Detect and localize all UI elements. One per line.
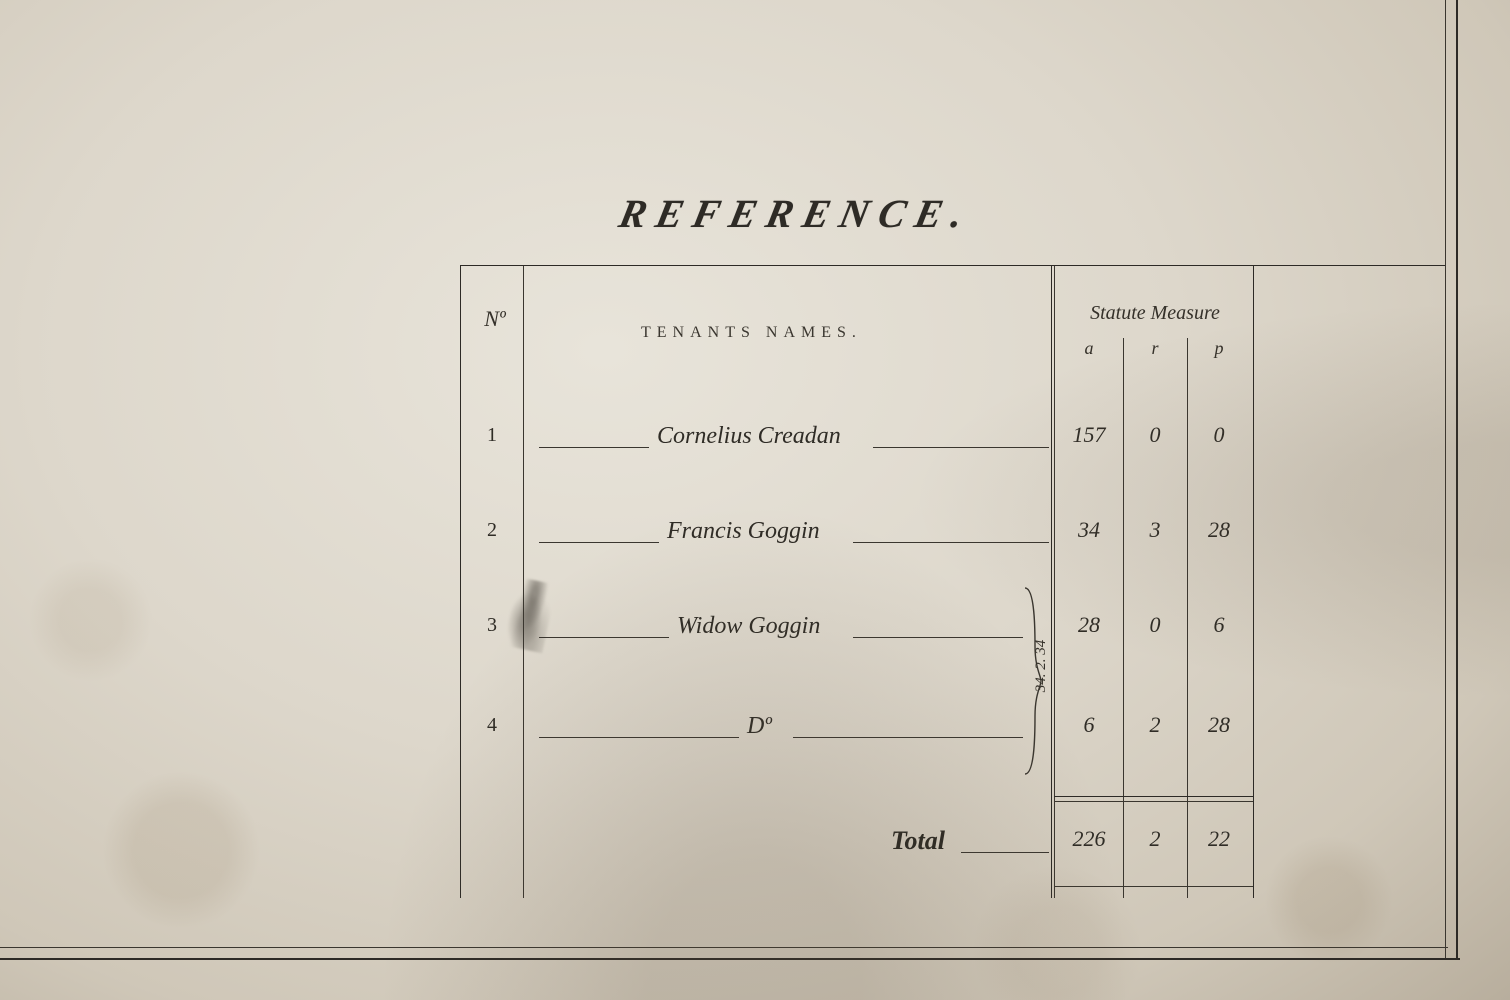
header-statute-measure: Statute Measure <box>1061 302 1249 325</box>
total-rule-top-heavy <box>1054 796 1253 797</box>
table-row: 2 Francis Goggin 34 3 28 <box>461 491 1253 581</box>
header-unit-roods: r <box>1125 338 1185 359</box>
name-rule-left <box>539 447 649 448</box>
cell-roods: 0 <box>1125 422 1185 448</box>
cell-name-wrap: Cornelius Creadan <box>539 422 1039 450</box>
cell-number: 4 <box>461 714 523 737</box>
table-row: 1 Cornelius Creadan 157 0 0 <box>461 396 1253 486</box>
cell-name-wrap: Widow Goggin <box>539 612 1039 640</box>
name-rule-left <box>539 637 669 638</box>
header-unit-perches: p <box>1189 338 1249 359</box>
page-border-bottom-light <box>0 947 1448 948</box>
reference-table: Nº TENANTS NAMES. Statute Measure a r p … <box>460 265 1445 898</box>
cell-roods: 0 <box>1125 612 1185 638</box>
cell-number: 1 <box>461 424 523 447</box>
cell-acres: 28 <box>1059 612 1119 638</box>
header-tenants-text: TENANTS NAMES <box>641 324 852 341</box>
cell-number: 2 <box>461 519 523 542</box>
grouping-brace-note: 34. 2. 34 <box>1033 596 1050 736</box>
total-acres: 226 <box>1059 826 1119 852</box>
total-rule-top-light <box>1054 801 1253 802</box>
title-text: REFERENCE <box>615 191 957 236</box>
total-rule-bottom <box>1054 886 1253 887</box>
cell-perches: 28 <box>1189 517 1249 543</box>
header-tenants-names: TENANTS NAMES. <box>641 324 856 342</box>
cell-acres: 6 <box>1059 712 1119 738</box>
cell-number: 3 <box>461 614 523 637</box>
total-label-rule <box>961 852 1049 853</box>
cell-tenant-name: Francis Goggin <box>667 518 820 545</box>
name-rule-left <box>539 542 659 543</box>
name-rule-right <box>873 447 1049 448</box>
name-rule-left <box>539 737 739 738</box>
cell-roods: 3 <box>1125 517 1185 543</box>
total-perches: 22 <box>1189 826 1249 852</box>
document-paper: REFERENCE. Nº TENANTS NAMES. Statute Mea… <box>0 0 1510 1000</box>
cell-roods: 2 <box>1125 712 1185 738</box>
table-row: 3 Widow Goggin 28 0 6 <box>461 586 1253 676</box>
cell-name-wrap: Dº <box>539 712 1039 740</box>
cell-acres: 157 <box>1059 422 1119 448</box>
col-divider-p-end <box>1253 266 1254 898</box>
page-border-right-heavy <box>1456 0 1458 960</box>
cell-tenant-name: Cornelius Creadan <box>657 423 841 450</box>
col-divider-measure-inner <box>1054 266 1055 898</box>
cell-perches: 6 <box>1189 612 1249 638</box>
name-rule-right <box>853 637 1023 638</box>
col-divider-measure-outer <box>1051 266 1052 898</box>
cell-acres: 34 <box>1059 517 1119 543</box>
header-unit-acres: a <box>1059 338 1119 359</box>
title-reference: REFERENCE. <box>615 190 967 237</box>
total-label: Total <box>891 826 945 856</box>
page-border-right-light <box>1445 0 1446 960</box>
name-rule-right <box>793 737 1023 738</box>
total-roods: 2 <box>1125 826 1185 852</box>
page-border-bottom-heavy <box>0 958 1460 960</box>
cell-perches: 28 <box>1189 712 1249 738</box>
name-rule-right <box>853 542 1049 543</box>
col-divider-no <box>523 266 524 898</box>
cell-tenant-name: Widow Goggin <box>677 613 820 640</box>
cell-perches: 0 <box>1189 422 1249 448</box>
table-row: 4 Dº 6 2 28 <box>461 686 1253 776</box>
cell-tenant-name: Dº <box>747 713 772 740</box>
cell-name-wrap: Francis Goggin <box>539 517 1039 545</box>
header-number: Nº <box>467 306 523 332</box>
